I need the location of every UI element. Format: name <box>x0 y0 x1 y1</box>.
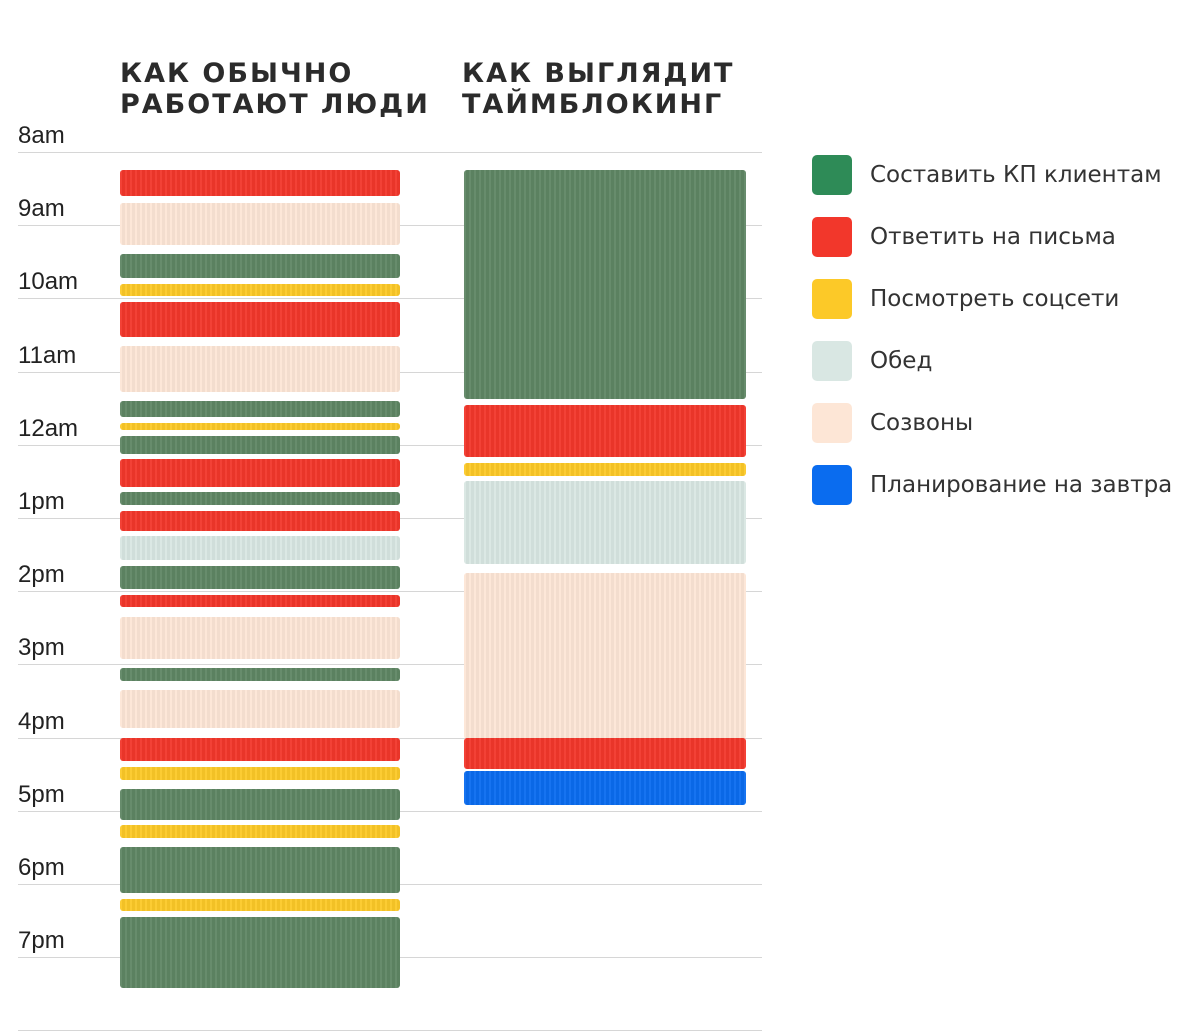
usual-block-kp <box>120 254 400 279</box>
legend-swatch <box>812 465 852 505</box>
usual-block-kp <box>120 565 400 590</box>
time-label: 11am <box>18 341 77 369</box>
hour-gridline <box>18 298 762 300</box>
usual-block-kp <box>120 400 400 418</box>
usual-block-kp <box>120 668 400 681</box>
usual-block-kp <box>120 436 400 454</box>
legend-swatch <box>812 155 852 195</box>
time-label: 8am <box>18 122 65 149</box>
title-usual: КАК ОБЫЧНО РАБОТАЮТ ЛЮДИ <box>120 58 430 120</box>
usual-block-calls <box>120 345 400 392</box>
usual-block-social <box>120 766 400 780</box>
title-timeblocking: КАК ВЫГЛЯДИТ ТАЙМБЛОКИНГ <box>462 58 735 120</box>
time-label: 4pm <box>18 707 65 735</box>
legend-swatch <box>812 279 852 319</box>
legend-label: Составить КП клиентам <box>870 162 1162 188</box>
time-label: 9am <box>18 195 65 223</box>
usual-block-calls <box>120 690 400 729</box>
usual-block-social <box>120 283 400 297</box>
usual-block-lunch <box>120 536 400 560</box>
legend-item-kp: Составить КП клиентам <box>812 155 1162 195</box>
legend-item-calls: Созвоны <box>812 403 973 443</box>
usual-block-kp <box>120 492 400 505</box>
hour-gridline <box>18 591 762 593</box>
legend-swatch <box>812 217 852 257</box>
usual-block-kp <box>120 788 400 820</box>
time-label: 2pm <box>18 561 65 589</box>
legend-swatch <box>812 341 852 381</box>
timeblocking-block-social <box>464 463 746 476</box>
usual-block-mail <box>120 170 400 197</box>
usual-block-social <box>120 898 400 912</box>
time-label: 6pm <box>18 854 65 881</box>
legend-item-lunch: Обед <box>812 341 932 381</box>
usual-block-calls <box>120 616 400 659</box>
timeblocking-block-calls <box>464 572 746 740</box>
legend-item-plan: Планирование на завтра <box>812 465 1172 505</box>
usual-block-mail <box>120 594 400 608</box>
usual-block-mail <box>120 302 400 337</box>
time-label: 3pm <box>18 634 65 662</box>
legend-label: Ответить на письма <box>870 224 1116 250</box>
legend-item-mail: Ответить на письма <box>812 217 1116 257</box>
timeblocking-block-plan <box>464 770 746 806</box>
legend-label: Посмотреть соцсети <box>870 286 1120 312</box>
usual-block-mail <box>120 737 400 762</box>
usual-block-calls <box>120 203 400 246</box>
usual-block-mail <box>120 510 400 531</box>
usual-block-kp <box>120 916 400 989</box>
usual-block-social <box>120 422 400 430</box>
timeblocking-block-lunch <box>464 481 746 564</box>
legend-label: Планирование на завтра <box>870 472 1173 498</box>
usual-block-mail <box>120 459 400 487</box>
time-label: 12am <box>18 414 79 442</box>
legend-item-social: Посмотреть соцсети <box>812 279 1119 319</box>
timeblocking-block-kp <box>464 170 746 399</box>
hour-gridline <box>18 152 762 153</box>
time-label: 5pm <box>18 780 65 808</box>
hour-gridline <box>18 664 762 666</box>
time-label: 1pm <box>18 488 65 515</box>
legend-label: Созвоны <box>870 410 974 436</box>
legend-label: Обед <box>870 348 933 374</box>
legend-swatch <box>812 403 852 443</box>
usual-block-social <box>120 825 400 839</box>
timeblocking-block-mail <box>464 737 746 769</box>
timeblocking-block-mail <box>464 404 746 458</box>
usual-block-kp <box>120 847 400 893</box>
time-label: 10am <box>18 268 79 296</box>
time-label: 7pm <box>18 927 65 955</box>
